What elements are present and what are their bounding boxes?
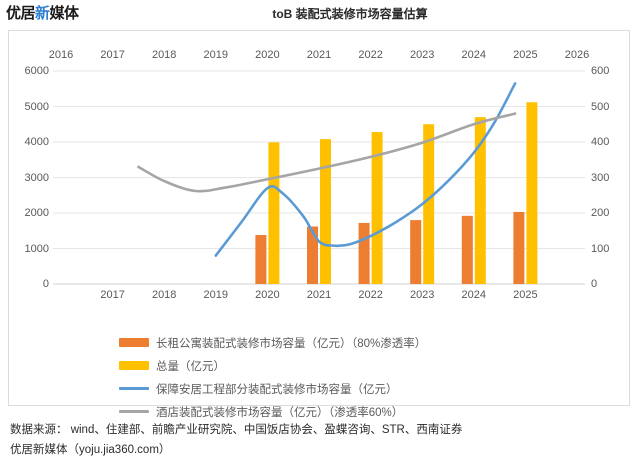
left-axis-tick: 5000	[24, 100, 49, 113]
chart-bar	[526, 102, 538, 285]
legend-swatch-line	[119, 387, 149, 390]
bottom-axis-labels: 2017 2018 2019 2020 2021 2022 2023 2024 2025	[9, 289, 629, 305]
top-axis-tick: 2016	[48, 49, 74, 61]
bottom-axis-tick: 2024	[461, 289, 487, 301]
chart-bar	[255, 235, 267, 284]
legend-label: 酒店装配式装修市场容量（亿元）（渗透率60%）	[156, 406, 404, 419]
right-axis-tick: 600	[591, 65, 610, 77]
legend-item[interactable]: 酒店装配式装修市场容量（亿元）（渗透率60%）	[119, 400, 619, 423]
source-line-2: 优居新媒体（yoju.jia360.com）	[10, 444, 171, 456]
bottom-axis-tick: 2018	[151, 289, 177, 301]
legend-label: 保障安居工程部分装配式装修市场容量（亿元）	[156, 383, 398, 396]
chart-line	[137, 112, 517, 193]
right-axis-tick: 200	[591, 207, 610, 219]
chart-line	[214, 82, 517, 257]
source-footer: 数据来源： wind、住建部、前瞻产业研究院、中国饭店协会、盈蝶咨询、STR、西…	[10, 420, 630, 460]
source-line-1: 数据来源： wind、住建部、前瞻产业研究院、中国饭店协会、盈蝶咨询、STR、西…	[10, 424, 463, 436]
left-axis-tick: 4000	[24, 136, 49, 148]
top-axis-tick: 2026	[564, 49, 590, 61]
bottom-axis-tick: 2017	[100, 289, 125, 301]
left-axis-tick: 0	[42, 278, 49, 290]
right-axis-tick: 0	[591, 278, 598, 290]
chart-bar	[307, 226, 318, 284]
chart-bar	[358, 222, 370, 284]
logo-prefix: 优居	[6, 4, 36, 22]
logo-suffix: 媒体	[49, 4, 80, 22]
left-axis-tick: 6000	[24, 65, 49, 77]
page-header: 优居新媒体 toB 装配式装修市场容量估算	[0, 0, 640, 26]
legend-swatch-bar	[119, 361, 149, 370]
logo-accent: 新	[35, 4, 50, 22]
chart-card: 2016 2017 2018 2019 2020 2021 2022 2023 2024 2025…	[8, 30, 630, 419]
legend-label: 总量（亿元）	[156, 360, 225, 373]
legend-label: 长租公寓装配式装修市场容量（亿元）（80%渗透率）	[156, 337, 427, 350]
legend-item[interactable]: 总量（亿元）	[119, 354, 619, 377]
page-title: toB 装配式装修市场容量估算	[272, 7, 428, 21]
chart-bar	[410, 220, 422, 284]
legend-swatch-bar	[119, 338, 149, 347]
bottom-axis-tick: 2020	[255, 289, 280, 301]
bottom-axis-tick: 2022	[358, 289, 383, 301]
legend-item[interactable]: 保障安居工程部分装配式装修市场容量（亿元）	[119, 377, 619, 400]
legend-swatch-line	[119, 410, 149, 413]
chart-bar	[371, 132, 383, 284]
left-axis-tick: 2000	[24, 207, 49, 219]
top-axis-tick: 2023	[409, 49, 435, 61]
left-axis-tick: 1000	[24, 242, 49, 255]
top-axis-tick: 2020	[255, 49, 280, 61]
left-axis-tick: 3000	[24, 171, 49, 184]
chart-bar	[268, 142, 280, 284]
top-axis-tick: 2024	[461, 49, 487, 61]
top-axis-tick: 2021	[306, 49, 332, 61]
right-axis-tick: 500	[591, 100, 610, 113]
chart-bar	[461, 215, 473, 284]
top-axis-tick: 2017	[100, 49, 125, 61]
bottom-axis-tick: 2021	[306, 289, 332, 301]
chart-plot-area: 2016 2017 2018 2019 2020 2021 2022 2023 2024 2025…	[9, 31, 629, 321]
right-axis-tick: 400	[591, 136, 610, 148]
top-axis-tick: 2025	[513, 49, 538, 61]
bottom-axis-tick: 2025	[513, 289, 538, 301]
right-axis-tick: 100	[591, 242, 610, 255]
bottom-axis-tick: 2019	[203, 289, 229, 301]
right-axis-tick: 300	[591, 171, 610, 184]
legend-item[interactable]: 长租公寓装配式装修市场容量（亿元）（80%渗透率）	[119, 331, 619, 354]
top-axis-labels: 2016 2017 2018 2019 2020 2021 2022 2023 2024 2025…	[9, 49, 629, 65]
top-axis-tick: 2018	[151, 49, 177, 61]
top-axis-tick: 2022	[358, 49, 383, 61]
site-logo: 优居新媒体	[6, 2, 79, 23]
top-axis-tick: 2019	[203, 49, 229, 61]
chart-svg	[53, 70, 585, 285]
chart-bar	[474, 117, 486, 285]
bottom-axis-tick: 2023	[409, 289, 435, 301]
chart-bar	[513, 211, 525, 284]
chart-bar	[423, 124, 435, 284]
chart-bar	[320, 139, 331, 284]
chart-legend: 长租公寓装配式装修市场容量（亿元）（80%渗透率） 总量（亿元） 保障安居工程部分装…	[119, 331, 619, 423]
